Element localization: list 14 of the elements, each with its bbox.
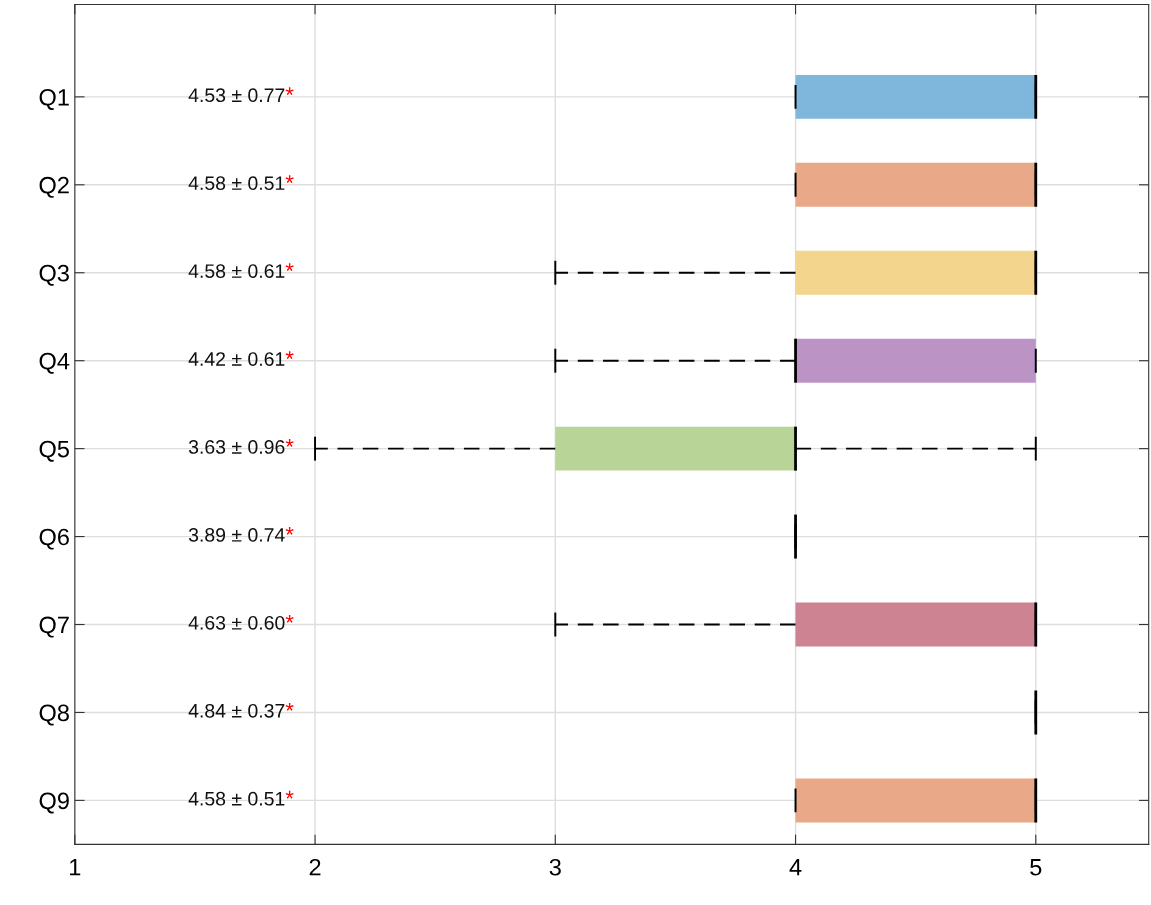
- y-tick-label: Q4: [39, 352, 70, 374]
- y-tick-label: Q6: [39, 528, 69, 550]
- x-tick-label: 2: [309, 858, 321, 876]
- x-tick-label: 3: [549, 858, 561, 876]
- y-tick-label: Q5: [39, 440, 69, 462]
- y-tick-label: Q7: [39, 616, 69, 638]
- x-tick-label: 5: [1030, 859, 1042, 876]
- y-tick-label: Q8: [39, 704, 69, 726]
- x-tick-label: 4: [789, 859, 802, 876]
- y-tick-label: Q9: [39, 792, 69, 814]
- y-tick-label: Q1: [39, 88, 69, 110]
- y-tick-label: Q3: [39, 264, 69, 286]
- y-tick-label: Q2: [39, 176, 69, 198]
- x-tick-label: 1: [70, 859, 81, 876]
